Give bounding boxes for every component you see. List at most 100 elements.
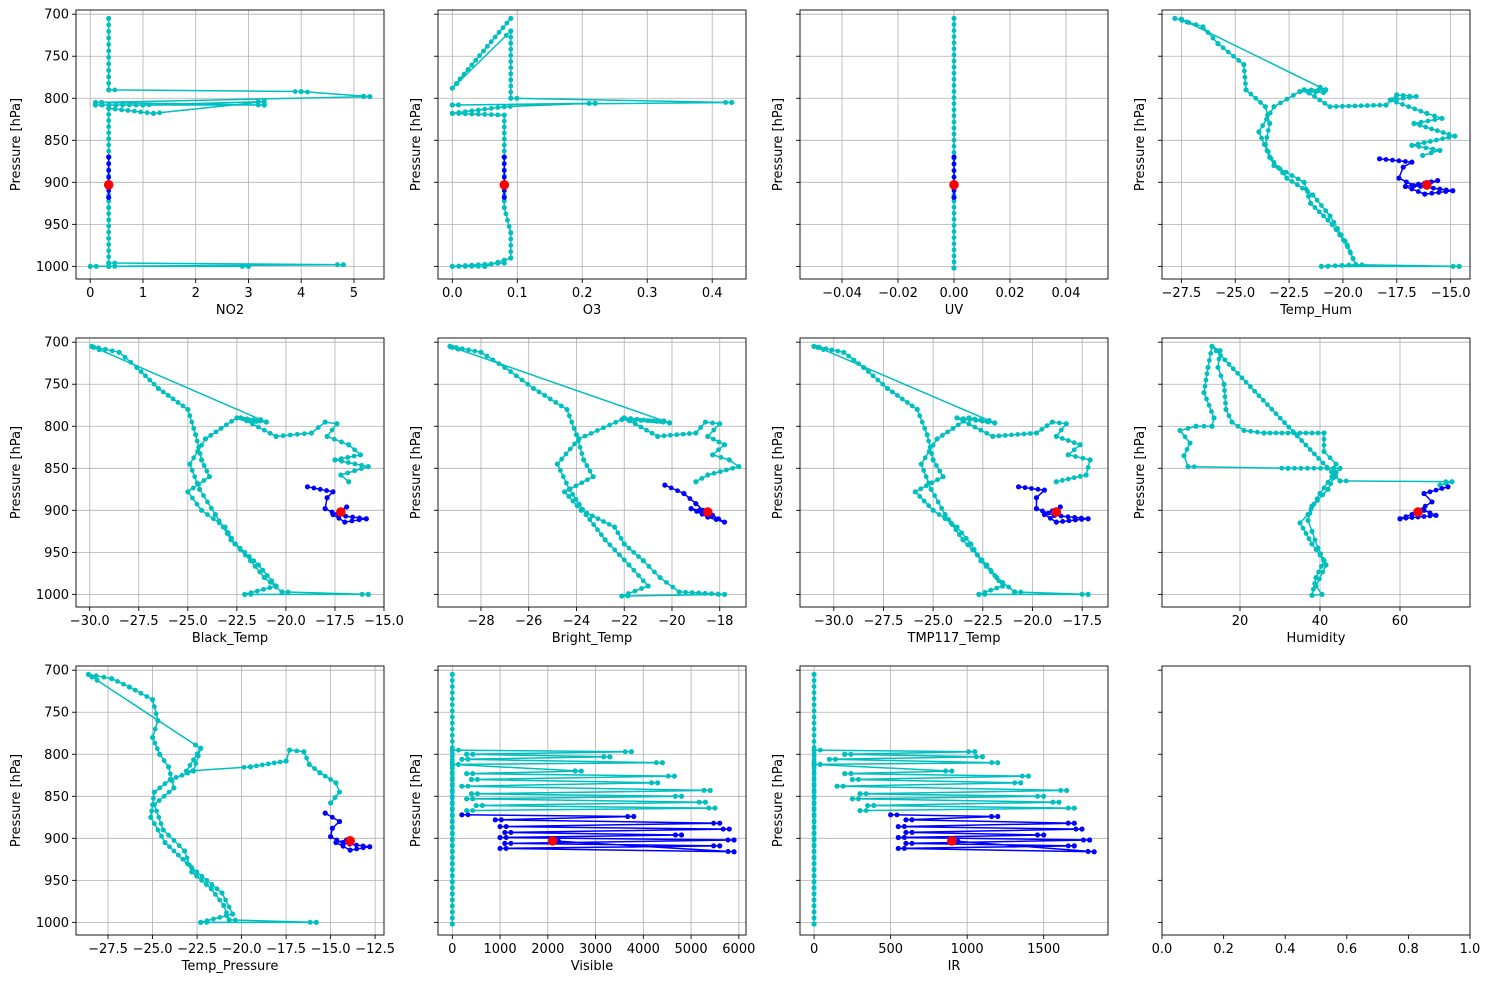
data-point	[1073, 454, 1078, 459]
data-point	[626, 545, 632, 551]
data-point	[649, 430, 655, 436]
data-point	[1267, 110, 1273, 116]
data-point	[657, 574, 663, 581]
data-point	[1065, 820, 1071, 826]
y-tick-label: 850	[44, 462, 69, 477]
data-point	[988, 567, 994, 573]
data-point	[1456, 263, 1462, 269]
data-point	[811, 915, 817, 921]
data-point	[1409, 142, 1415, 148]
data-point	[1321, 213, 1326, 219]
data-point	[899, 396, 905, 402]
data-point	[725, 837, 731, 843]
data-point	[193, 761, 199, 766]
data-point	[707, 787, 713, 794]
data-point	[951, 174, 957, 180]
x-tick-label: 0	[448, 942, 456, 957]
data-point	[1318, 203, 1324, 208]
data-point	[482, 106, 488, 112]
data-point	[190, 768, 196, 774]
data-point	[1286, 424, 1292, 430]
data-point	[1305, 189, 1310, 194]
data-point	[304, 755, 309, 761]
x-tick-label: 5	[350, 286, 358, 301]
data-point	[615, 530, 621, 536]
y-tick-label: 800	[44, 92, 69, 107]
x-tick-label: −24	[563, 614, 590, 629]
x-tick-label: −0.02	[878, 286, 918, 301]
data-point	[1284, 175, 1290, 181]
data-point	[979, 754, 986, 760]
data-point	[972, 424, 978, 430]
data-point	[469, 62, 475, 68]
data-point	[106, 54, 112, 60]
data-point	[1407, 95, 1413, 100]
data-point	[112, 106, 118, 112]
data-point	[940, 432, 945, 438]
data-point	[1297, 520, 1303, 526]
data-point	[194, 873, 200, 879]
data-point	[939, 505, 944, 511]
data-point	[149, 697, 156, 703]
data-point	[156, 814, 162, 820]
x-tick-label: 40	[1312, 614, 1329, 629]
data-point	[473, 802, 479, 809]
data-point	[492, 34, 498, 40]
data-point	[106, 67, 112, 73]
data-point	[150, 802, 155, 808]
data-point	[601, 754, 607, 760]
data-point	[817, 747, 823, 753]
data-point	[909, 841, 915, 846]
data-point	[1063, 421, 1069, 427]
data-point	[1432, 117, 1438, 123]
data-point	[459, 756, 465, 762]
data-point	[1200, 24, 1206, 30]
data-point	[1000, 583, 1006, 589]
data-point	[702, 799, 709, 805]
data-point	[951, 247, 957, 253]
data-point	[934, 463, 939, 468]
data-point	[191, 455, 197, 461]
data-point	[956, 532, 962, 538]
data-point	[1087, 457, 1093, 463]
x-tick-label: −30.0	[814, 614, 854, 629]
data-point	[449, 873, 455, 879]
data-point	[1396, 175, 1402, 181]
data-point	[1306, 90, 1312, 96]
data-point	[359, 591, 365, 597]
x-axis-label: Bright_Temp	[552, 631, 633, 646]
y-tick-label: 1000	[36, 260, 69, 275]
data-point	[327, 834, 334, 840]
data-point	[199, 873, 205, 879]
data-point	[1027, 431, 1033, 436]
data-point	[504, 20, 510, 26]
data-point	[811, 789, 817, 795]
data-point	[1321, 448, 1327, 455]
data-point	[942, 511, 948, 518]
data-point	[501, 118, 507, 124]
current-position-marker	[103, 180, 114, 190]
data-point	[495, 112, 501, 118]
data-point	[149, 734, 156, 741]
data-point	[674, 432, 680, 438]
data-point	[680, 431, 686, 437]
data-point	[449, 921, 455, 927]
data-point	[167, 771, 173, 777]
data-point	[306, 761, 312, 767]
data-point	[502, 840, 508, 846]
data-point	[106, 15, 112, 22]
data-point	[1394, 92, 1400, 98]
data-point	[989, 760, 995, 766]
data-point	[1397, 516, 1403, 522]
data-point	[1345, 244, 1351, 250]
data-point	[1241, 427, 1247, 434]
data-point	[185, 489, 191, 495]
data-point	[1285, 430, 1291, 436]
data-point	[595, 527, 600, 533]
data-point	[842, 771, 848, 777]
data-point	[811, 720, 817, 726]
x-axis-label: Temp_Hum	[1279, 303, 1352, 318]
data-point	[315, 425, 321, 430]
x-tick-label: −27.5	[88, 942, 128, 957]
data-point	[811, 738, 817, 744]
